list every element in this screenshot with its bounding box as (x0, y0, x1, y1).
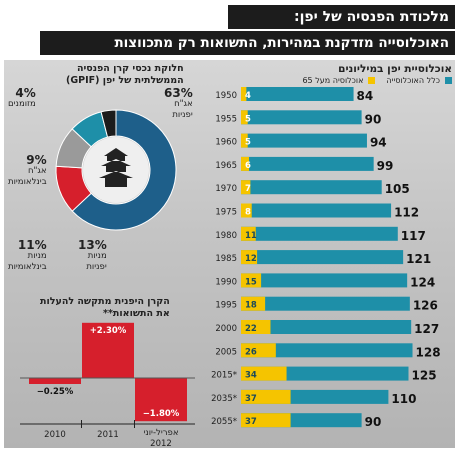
pie-label-pct: 4% (15, 86, 36, 100)
pie-title-line1: חלוקת נכסי קרן הפנסיה (76, 63, 184, 74)
pie-label-jp-bonds: 63% אג"ח יפניות (164, 86, 193, 121)
pie-label-intl-bonds: 9% אג"ח בינלאומיות (8, 153, 47, 188)
legend-total-swatch (445, 77, 452, 84)
pie-label-jp-stocks: 13% מניות יפניות (78, 238, 107, 273)
page-subtitle: האוכלוסייה מזדקנת במהירות, התשואות רק מת… (40, 31, 455, 55)
legend-total-label: כלל האוכלוסייה (386, 76, 440, 85)
pie-label-pct: 9% (26, 153, 47, 167)
population-chart-title: אוכלוסיית יפן במיליונים (338, 63, 452, 75)
pie-chart-title: חלוקת נכסי קרן הפנסיה הממשלתית של יפן (G… (66, 63, 184, 87)
returns-title-line2: את התשואות** (102, 308, 170, 319)
pie-label-line1: אג"ח (174, 99, 193, 109)
infographic-panel (4, 60, 455, 448)
returns-title-line1: הקרן היפנית מתקשה להעלות (40, 296, 170, 307)
pie-label-line1: מזומנים (8, 99, 36, 109)
pie-label-line1: מניות (87, 251, 107, 261)
legend-over65-label: אוכלוסיה מעל 65 (302, 76, 364, 85)
pie-label-cash: 4% מזומנים (8, 86, 36, 110)
returns-chart-title: הקרן היפנית מתקשה להעלות את התשואות** (40, 296, 170, 320)
page-title: מלכודת הפנסיה של יפן: (228, 5, 455, 29)
pie-label-pct: 13% (78, 238, 107, 252)
pie-label-line2: יפניות (86, 262, 107, 272)
legend-over65-swatch (368, 77, 376, 84)
pie-label-intl-stocks: 11% מניות בינלאומיות (8, 238, 47, 273)
pie-label-line1: אג"ח (27, 166, 47, 176)
pie-label-line2: בינלאומיות (8, 262, 47, 272)
pie-title-line2: הממשלתית של יפן (GPIF) (66, 75, 184, 86)
pie-label-line1: מניות (27, 251, 47, 261)
pie-label-pct: 63% (164, 86, 193, 100)
pie-label-pct: 11% (17, 238, 47, 252)
pie-label-line2: בינלאומיות (8, 177, 47, 187)
population-legend: כלל האוכלוסייה אוכלוסיה מעל 65 (302, 76, 452, 85)
pie-label-line2: יפניות (172, 110, 193, 120)
